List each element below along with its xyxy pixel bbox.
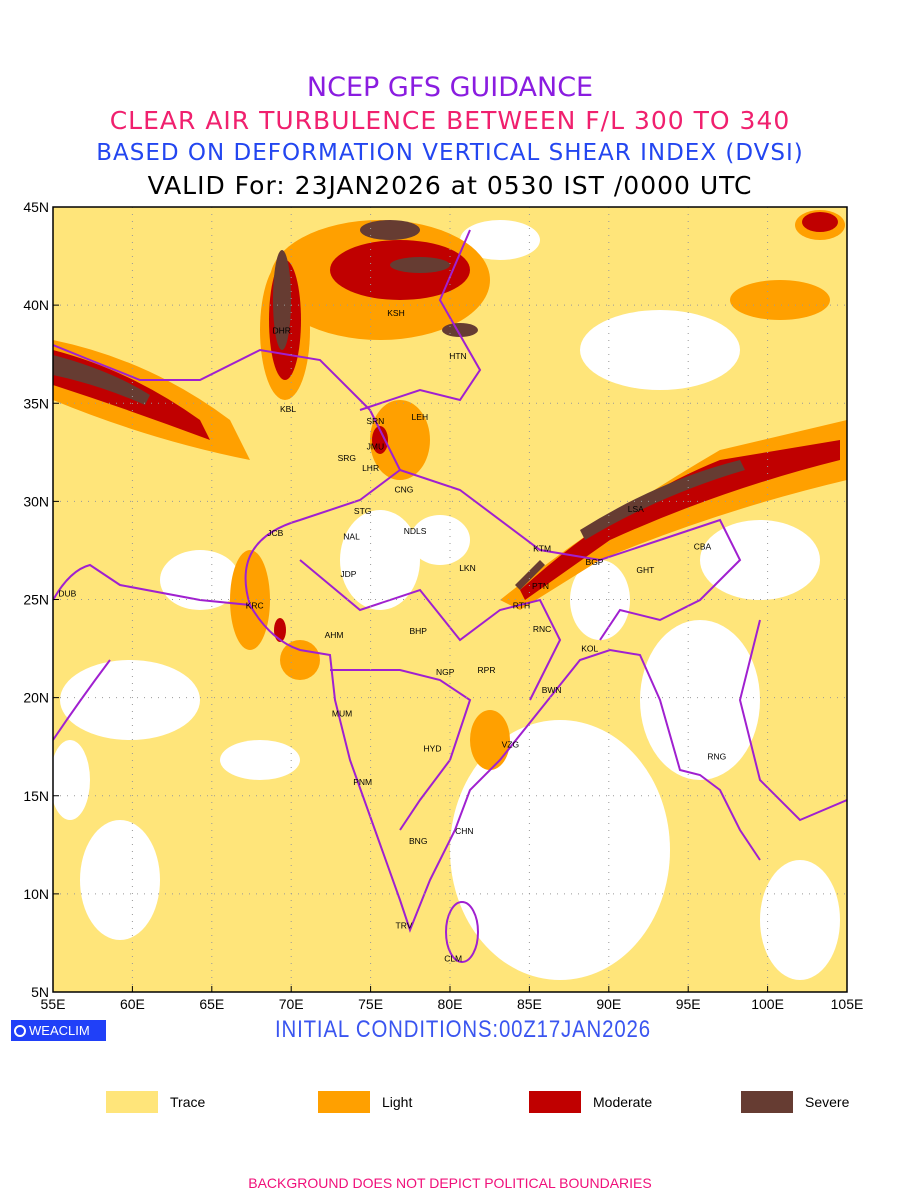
station-label-ndls: NDLS	[404, 526, 427, 536]
title-line-2: CLEAR AIR TURBULENCE BETWEEN F/L 300 TO …	[109, 106, 791, 135]
graticule	[53, 207, 847, 992]
legend-swatch	[741, 1091, 793, 1113]
no-turbulence-areas	[53, 220, 840, 980]
valid-time: VALID For: 23JAN2026 at 0530 IST /0000 U…	[147, 171, 753, 200]
turbulence-map: 55E 60E 65E 70E 75E 80E 85E 90E 95E 100E 105E 5N 10N…	[23, 199, 863, 1010]
station-label-lkn: LKN	[459, 563, 476, 573]
station-label-ngp: NGP	[436, 667, 455, 677]
station-label-clm: CLM	[444, 954, 462, 964]
station-label-rnc: RNC	[533, 624, 551, 634]
station-label-trv: TRV	[396, 920, 413, 930]
lon-tick-label: 95E	[676, 996, 701, 1010]
station-label-bhp: BHP	[409, 626, 427, 636]
station-label-krc: KRC	[246, 600, 264, 610]
legend-swatch	[318, 1091, 370, 1113]
station-label-rng: RNG	[707, 752, 726, 762]
lon-tick-label: 100E	[751, 996, 784, 1010]
legend-swatch	[106, 1091, 158, 1113]
station-label-kol: KOL	[581, 644, 598, 654]
lon-tick-label: 55E	[41, 996, 66, 1010]
severe-turbulence-areas	[53, 220, 745, 590]
station-label-lsa: LSA	[628, 504, 644, 514]
station-label-dhr: DHR	[272, 326, 290, 336]
station-label-ahm: AHM	[325, 630, 344, 640]
legend-label: Trace	[170, 1094, 206, 1110]
station-label-ksh: KSH	[387, 308, 404, 318]
lon-tick-label: 90E	[596, 996, 621, 1010]
legend-label: Light	[382, 1094, 413, 1110]
station-label-jmu: JMU	[367, 441, 384, 451]
station-label-kbl: KBL	[280, 404, 296, 414]
station-label-bgp: BGP	[586, 557, 604, 567]
station-label-stg: STG	[354, 506, 371, 516]
title-line-3: BASED ON DEFORMATION VERTICAL SHEAR INDE…	[96, 140, 804, 166]
station-label-jcb: JCB	[267, 528, 283, 538]
axis-ticks: 55E 60E 65E 70E 75E 80E 85E 90E 95E 100E 105E 5N 10N…	[23, 199, 863, 1010]
station-label-ght: GHT	[636, 565, 654, 575]
logo-text: WEACLIM	[29, 1023, 90, 1038]
station-label-rpr: RPR	[478, 665, 496, 675]
legend-light: Light	[318, 1091, 412, 1113]
station-label-bng: BNG	[409, 836, 427, 846]
station-label-hyd: HYD	[424, 744, 442, 754]
station-label-srg: SRG	[338, 453, 356, 463]
station-label-ktm: KTM	[533, 543, 551, 553]
station-label-lhr: LHR	[362, 463, 379, 473]
coastlines-and-borders	[53, 229, 847, 963]
station-label-rth: RTH	[513, 600, 530, 610]
station-label-bwn: BWN	[542, 685, 562, 695]
lon-tick-label: 80E	[438, 996, 463, 1010]
lat-tick-label: 40N	[23, 297, 49, 313]
station-label-mum: MUM	[332, 708, 352, 718]
lon-tick-label: 70E	[279, 996, 304, 1010]
lat-tick-label: 30N	[23, 493, 49, 509]
station-label-jdp: JDP	[340, 569, 356, 579]
turbulence-field	[53, 207, 847, 992]
station-label-ptn: PTN	[532, 581, 549, 591]
lat-tick-label: 5N	[31, 984, 49, 1000]
station-label-cng: CNG	[395, 485, 414, 495]
legend-label: Moderate	[593, 1094, 653, 1110]
lat-tick-label: 35N	[23, 395, 49, 411]
station-label-htn: HTN	[449, 351, 466, 361]
lon-tick-label: 75E	[358, 996, 383, 1010]
station-label-dub: DUB	[58, 589, 76, 599]
lon-tick-label: 65E	[199, 996, 224, 1010]
lon-tick-label: 105E	[831, 996, 864, 1010]
disclaimer-footer: BACKGROUND DOES NOT DEPICT POLITICAL BOU…	[248, 1175, 652, 1191]
lon-tick-label: 85E	[517, 996, 542, 1010]
legend-trace: Trace	[106, 1091, 205, 1113]
weaclim-logo: WEACLIM	[11, 1020, 106, 1041]
station-label-srn: SRN	[366, 416, 384, 426]
station-label-leh: LEH	[412, 412, 429, 422]
legend-swatch	[529, 1091, 581, 1113]
lat-tick-label: 10N	[23, 886, 49, 902]
legend-moderate: Moderate	[529, 1091, 652, 1113]
station-label-cba: CBA	[694, 542, 712, 552]
legend-severe: Severe	[741, 1091, 849, 1113]
initial-conditions: INITIAL CONDITIONS:00Z17JAN2026	[275, 1016, 651, 1043]
legend-label: Severe	[805, 1094, 850, 1110]
station-label-vzg: VZG	[502, 740, 519, 750]
station-label-pnm: PNM	[353, 777, 372, 787]
station-label-nal: NAL	[343, 532, 360, 542]
station-label-chn: CHN	[455, 826, 473, 836]
title-line-1: NCEP GFS GUIDANCE	[306, 72, 594, 103]
station-labels: DHR KSH HTN KBL SRN LEH JMU SRG LHR CNG STG LSA JCB N…	[58, 308, 726, 964]
lat-tick-label: 15N	[23, 788, 49, 804]
lat-tick-label: 25N	[23, 592, 49, 608]
logo-ring-icon	[14, 1024, 26, 1037]
lat-tick-label: 20N	[23, 690, 49, 706]
lat-tick-label: 45N	[23, 199, 49, 215]
lon-tick-label: 60E	[120, 996, 145, 1010]
